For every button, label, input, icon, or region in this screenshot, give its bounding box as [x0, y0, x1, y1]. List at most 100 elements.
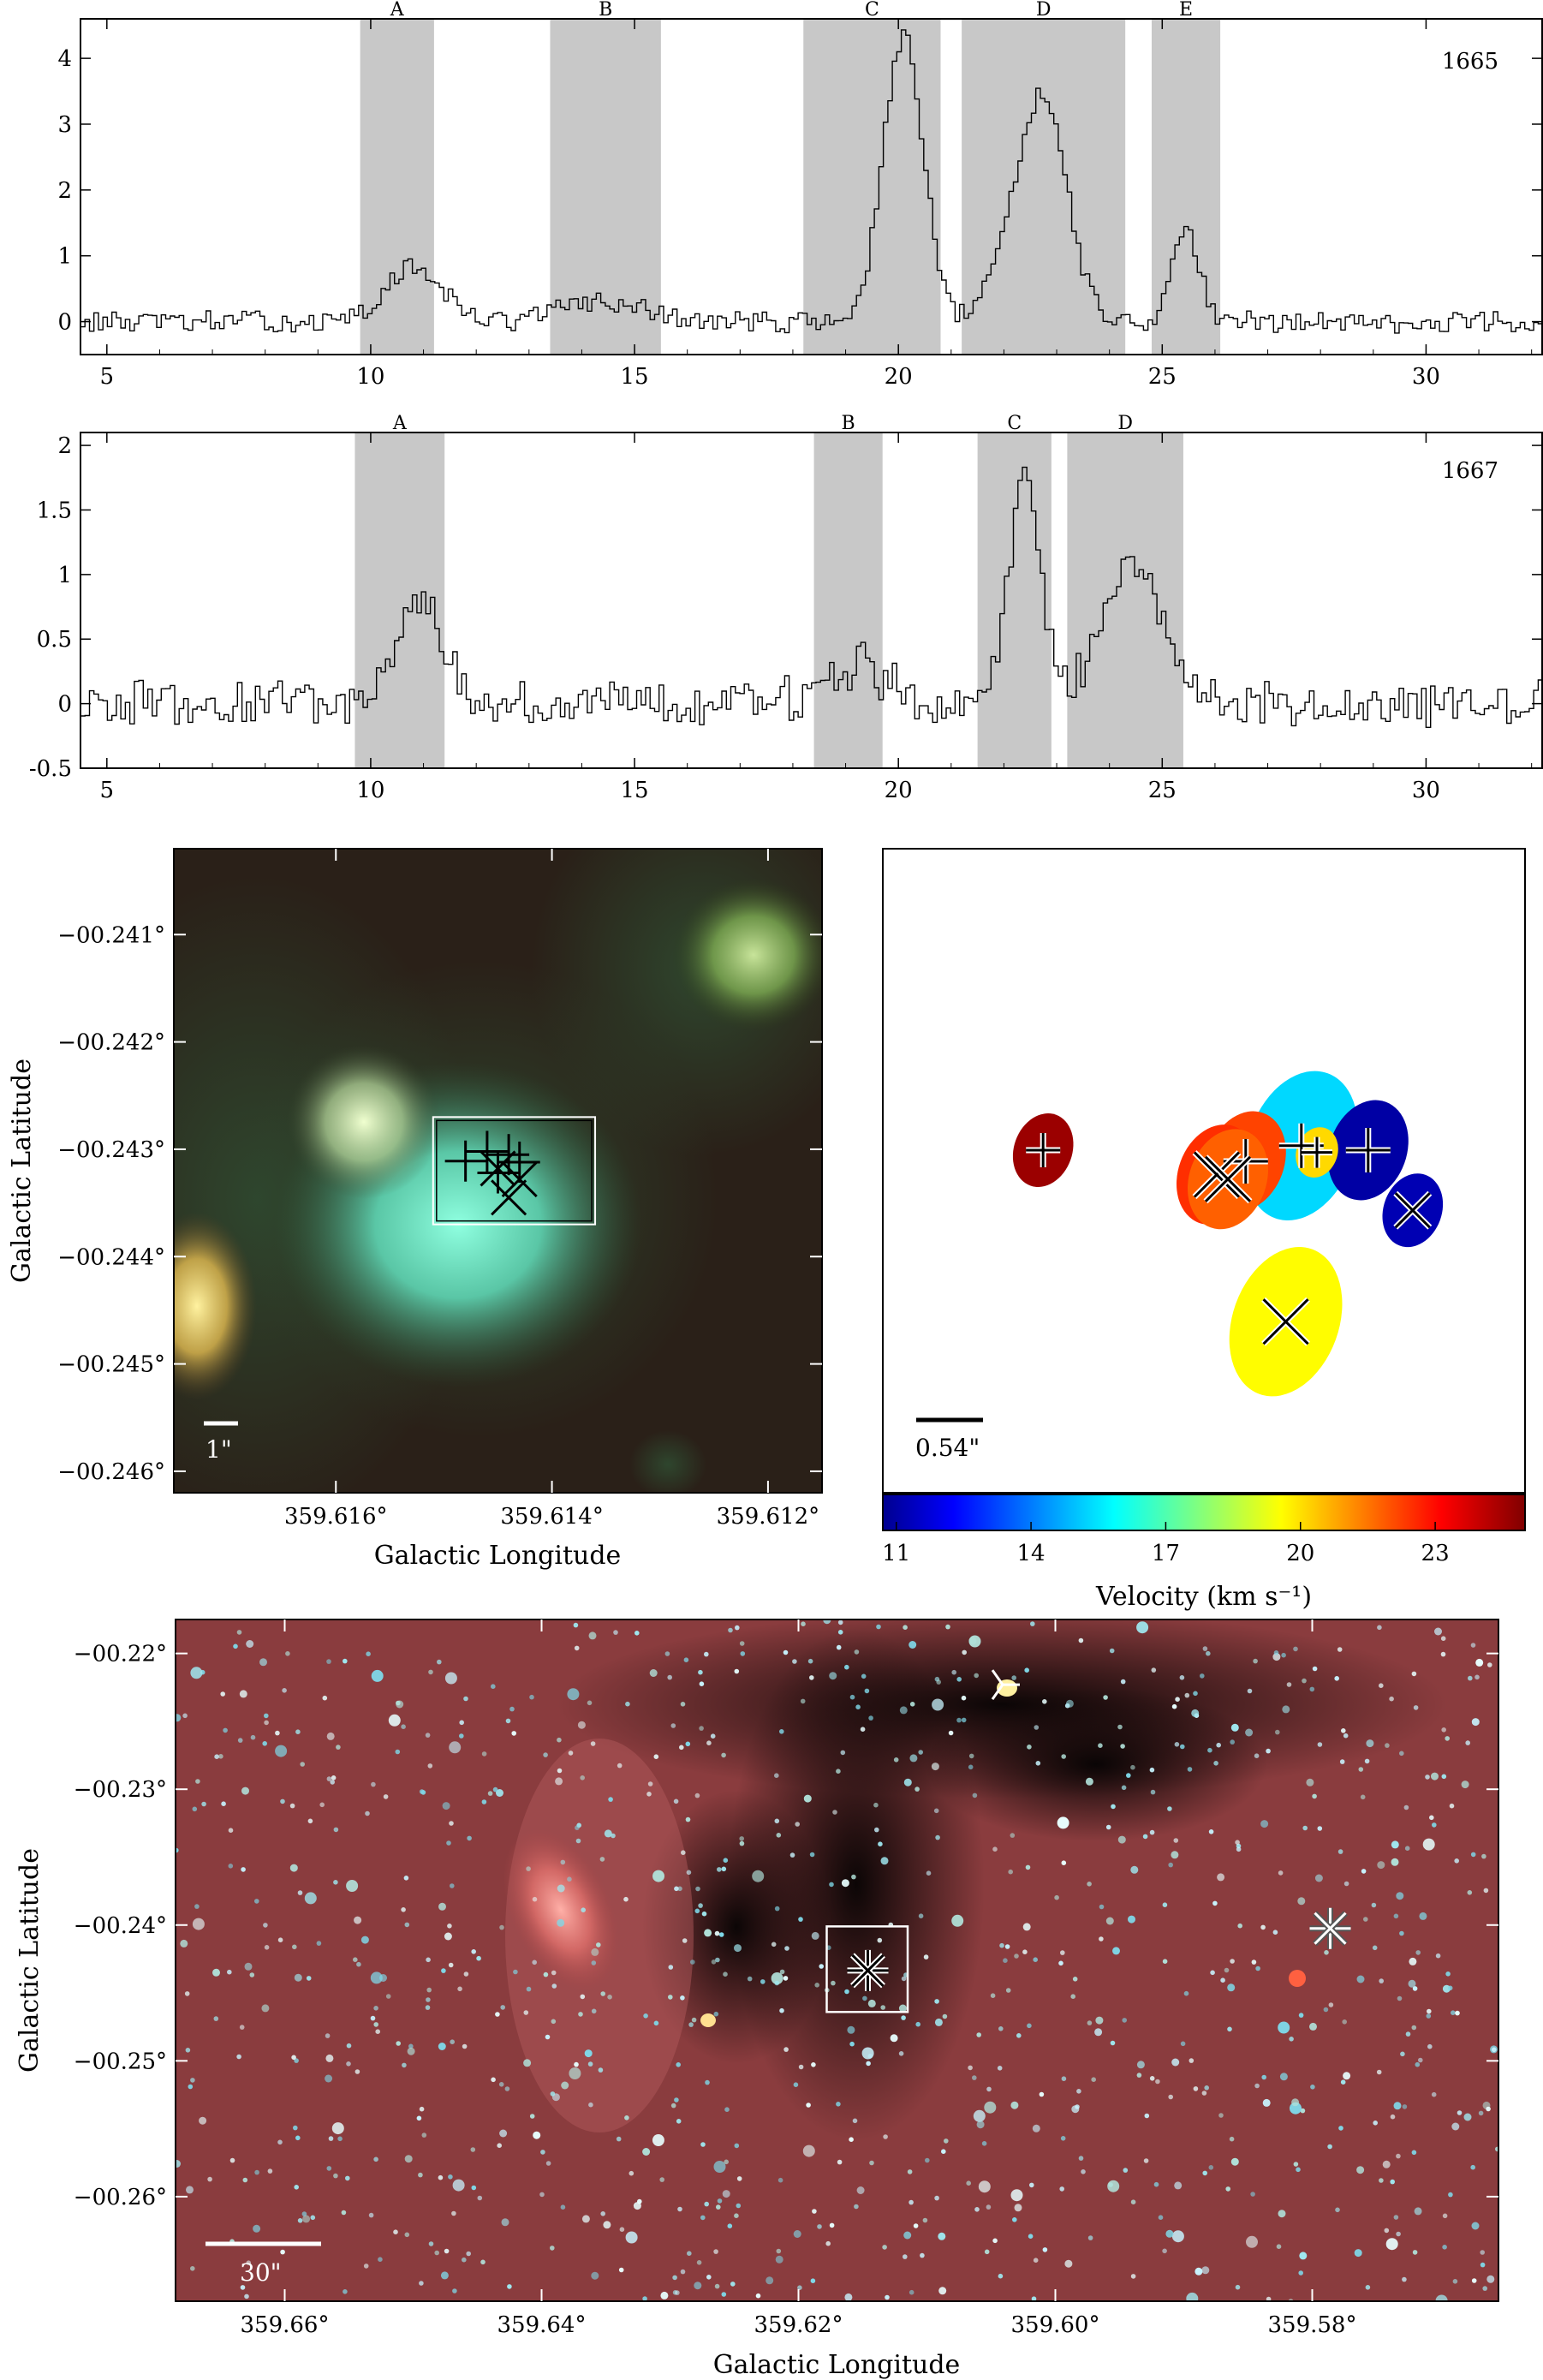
star	[899, 1706, 908, 1715]
source-markers	[847, 1669, 1351, 1991]
star	[851, 1874, 856, 1880]
star	[1429, 1815, 1434, 1821]
star	[685, 1741, 691, 1747]
star	[608, 1797, 613, 1802]
star	[898, 2051, 904, 2056]
star	[723, 1971, 728, 1977]
image-frame	[173, 848, 823, 1494]
axis-ticks: 5 10 15 20 25 30 0 1 2 3 4	[57, 19, 1542, 390]
star	[1193, 1691, 1198, 1697]
star	[1389, 1696, 1394, 1702]
star	[560, 1859, 566, 1865]
star	[938, 2232, 946, 2240]
star	[1354, 2249, 1362, 2258]
star	[591, 1948, 599, 1956]
star	[890, 2034, 898, 2043]
star	[938, 2287, 947, 2295]
star	[925, 2157, 930, 2163]
star	[885, 2294, 890, 2300]
star	[373, 2006, 378, 2011]
band-label-A: A	[392, 413, 408, 434]
star	[909, 2289, 914, 2295]
band-D	[962, 19, 1126, 355]
star	[591, 2271, 599, 2280]
star	[700, 2142, 706, 2147]
x-tick-label: 359.614°	[500, 1504, 604, 1530]
star	[1208, 2165, 1214, 2170]
star	[736, 2176, 742, 2181]
star	[499, 2129, 508, 2138]
star	[706, 2275, 712, 2280]
star	[523, 2010, 529, 2015]
star	[1342, 2019, 1347, 2025]
star	[241, 1867, 246, 1872]
star	[1136, 1621, 1149, 1634]
star	[1396, 1892, 1404, 1900]
star	[228, 1864, 234, 1869]
star	[275, 1730, 280, 1736]
star	[966, 2180, 971, 2186]
star	[981, 2141, 987, 2146]
star	[1302, 1678, 1307, 1684]
star	[1431, 1772, 1439, 1781]
y-tick-label: −00.25°	[74, 2049, 167, 2074]
star	[1335, 2207, 1340, 2213]
star	[588, 1631, 597, 1640]
x-tick-label: 359.64°	[497, 2312, 587, 2338]
star	[383, 1794, 389, 1799]
star	[849, 2041, 855, 2047]
star	[1385, 1743, 1390, 1748]
star	[803, 1794, 812, 1803]
star	[680, 1702, 686, 1707]
star	[629, 2170, 634, 2176]
star	[775, 2255, 783, 2264]
star	[1302, 1825, 1308, 1831]
star	[1405, 2031, 1411, 2037]
wide-field-image	[176, 1619, 1498, 2301]
star	[932, 1698, 944, 1711]
star	[760, 1979, 766, 1984]
y-tick-label: −00.26°	[74, 2185, 167, 2210]
star	[705, 2079, 710, 2085]
star	[783, 2047, 789, 2052]
star	[1413, 1705, 1419, 1710]
star	[1109, 1648, 1115, 1654]
star	[1216, 1742, 1221, 1748]
star	[1061, 1860, 1067, 1865]
cross-marker	[1204, 1155, 1252, 1202]
star	[701, 1911, 707, 1917]
star	[1440, 1651, 1446, 1657]
star	[557, 1768, 563, 1774]
star	[714, 1930, 720, 1936]
star	[1266, 2296, 1272, 2301]
star	[1306, 1778, 1314, 1786]
star	[832, 1810, 837, 1815]
star	[690, 1959, 695, 1965]
star	[561, 2081, 569, 2090]
star	[1173, 1838, 1179, 1843]
star	[213, 2016, 219, 2021]
band-C	[803, 19, 941, 355]
star	[680, 2269, 686, 2275]
star	[956, 1717, 962, 1723]
star	[774, 1773, 779, 1778]
star	[1385, 2238, 1398, 2251]
axis-ticks: 359.66° 359.64° 359.62° 359.60° 359.58° −00.2…	[74, 1619, 1498, 2338]
star	[1426, 2013, 1432, 2019]
star	[1014, 1954, 1019, 1959]
star	[277, 1937, 283, 1942]
star	[366, 1651, 371, 1656]
star	[1371, 1902, 1377, 1908]
band-B	[813, 432, 883, 768]
star	[986, 2204, 992, 2210]
star	[1058, 1960, 1063, 1966]
star	[809, 1852, 815, 1858]
star	[1180, 2041, 1186, 2047]
star	[861, 1673, 867, 1679]
star	[1393, 2215, 1399, 2220]
y-tick-label: 0	[57, 310, 72, 336]
star	[1130, 1764, 1135, 1770]
star	[1418, 2057, 1423, 2063]
star	[580, 1994, 586, 2000]
